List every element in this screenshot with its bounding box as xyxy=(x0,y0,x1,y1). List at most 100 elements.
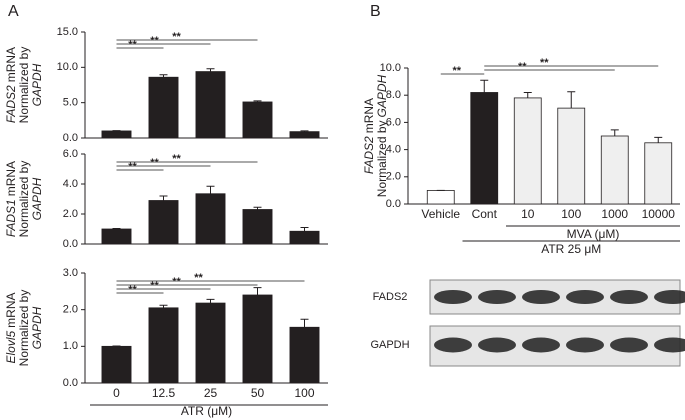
error-bar xyxy=(567,91,576,109)
y-tick-label: 0.0 xyxy=(63,132,78,144)
y-tick-label: 1.0 xyxy=(63,340,78,352)
error-bar xyxy=(523,91,532,98)
y-tick-label: 10.0 xyxy=(57,61,78,73)
error-bar xyxy=(300,318,309,328)
error-bar xyxy=(159,195,168,201)
x-tick-label: 50 xyxy=(251,386,265,400)
significance-label: ** xyxy=(172,31,181,43)
bar xyxy=(242,209,273,245)
y-tick-label: 2.0 xyxy=(386,171,401,183)
blot-label: FADS2 xyxy=(373,291,408,303)
y-label-part: Normalized by xyxy=(17,161,31,238)
error-bar xyxy=(654,136,663,143)
y-label-part: FADS2 xyxy=(4,85,18,123)
y-label-line: Normalized by xyxy=(17,290,31,367)
bar xyxy=(289,131,320,139)
y-tick-label: 0.0 xyxy=(63,377,78,389)
y-tick-label: 2.0 xyxy=(63,304,78,316)
blot-band xyxy=(654,290,685,304)
blot-band xyxy=(610,290,648,304)
y-tick-label: 15.0 xyxy=(57,26,78,38)
significance-label: ** xyxy=(172,153,181,165)
y-label-part: Normalized by xyxy=(17,47,31,124)
y-label-part: FADS1 xyxy=(4,199,18,237)
y-label: FADS1 mRNA Normalized by GAPDH xyxy=(4,161,44,238)
error-bar xyxy=(206,298,215,304)
y-tick-label: 8.0 xyxy=(386,89,401,101)
significance-label: ** xyxy=(150,280,159,292)
bar xyxy=(148,200,179,245)
x-tick-label: 10 xyxy=(521,207,535,221)
bar xyxy=(101,130,132,139)
bar xyxy=(289,326,320,384)
bar xyxy=(242,294,273,384)
error-bar xyxy=(206,68,215,72)
y-label-part: GAPDH xyxy=(30,306,44,349)
error-bar xyxy=(159,74,168,78)
bar xyxy=(289,230,320,245)
group-label: MVA (μM) xyxy=(567,227,620,241)
y-label-line: GAPDH xyxy=(30,306,44,349)
significance-label: ** xyxy=(540,57,549,69)
blot-label: GAPDH xyxy=(370,339,409,351)
y-tick-label: 4.0 xyxy=(63,178,78,190)
y-label-line: FADS2 mRNA xyxy=(4,47,18,123)
y-label-line: FADS1 mRNA xyxy=(4,161,18,237)
error-bar xyxy=(253,100,262,102)
y-label: Elovl5 mRNA Normalized by GAPDH xyxy=(4,290,44,367)
error-bar xyxy=(253,287,262,295)
y-label-line: FADS2 mRNA xyxy=(362,98,376,174)
x-tick-label: Cont xyxy=(472,207,498,221)
y-tick-label: 4.0 xyxy=(386,144,401,156)
y-tick-label: 0.0 xyxy=(386,198,401,210)
y-label-part: Normalized by xyxy=(17,290,31,367)
significance-label: ** xyxy=(518,61,527,73)
bar xyxy=(101,345,132,384)
bar xyxy=(426,189,455,205)
x-tick-label: Vehicle xyxy=(421,207,460,221)
error-bar xyxy=(300,227,309,232)
x-tick-label: 12.5 xyxy=(152,386,176,400)
blot-band xyxy=(434,337,472,353)
blot-band xyxy=(478,290,516,304)
significance-label: ** xyxy=(172,276,181,288)
x-tick-label: 0 xyxy=(113,386,120,400)
y-label-part: mRNA xyxy=(4,47,18,82)
significance-label: ** xyxy=(128,39,137,51)
bar xyxy=(644,142,673,205)
y-label-part: Elovl5 xyxy=(4,331,18,364)
error-bar xyxy=(480,79,489,93)
y-tick-label: 6.0 xyxy=(386,116,401,128)
error-bar xyxy=(300,130,309,132)
bar xyxy=(600,135,629,205)
x-tick-label: 1000 xyxy=(601,207,628,221)
bar xyxy=(557,107,586,205)
significance-label: ** xyxy=(128,284,137,296)
bar xyxy=(148,76,179,139)
y-label-line: Normalized by xyxy=(17,161,31,238)
significance-label: ** xyxy=(150,35,159,47)
y-label-line: GAPDH xyxy=(30,63,44,106)
y-label-part: GAPDH xyxy=(30,177,44,220)
error-bar xyxy=(253,206,262,210)
blot-band xyxy=(522,337,560,353)
y-label-part: mRNA xyxy=(4,292,18,327)
bar xyxy=(195,302,226,384)
bar xyxy=(195,71,226,139)
error-bar xyxy=(159,304,168,308)
y-tick-label: 3.0 xyxy=(63,267,78,279)
y-tick-label: 2.0 xyxy=(63,208,78,220)
bar xyxy=(195,193,226,245)
error-bar xyxy=(610,129,619,136)
bar xyxy=(242,101,273,139)
blot-band xyxy=(610,337,648,353)
group-label: ATR 25 μM xyxy=(541,242,601,256)
y-tick-label: 6.0 xyxy=(63,148,78,160)
y-label-part: mRNA xyxy=(362,98,376,133)
bar xyxy=(470,92,499,205)
significance-label: ** xyxy=(150,157,159,169)
blot-band xyxy=(434,290,472,304)
y-label-line: Elovl5 mRNA xyxy=(4,292,18,363)
